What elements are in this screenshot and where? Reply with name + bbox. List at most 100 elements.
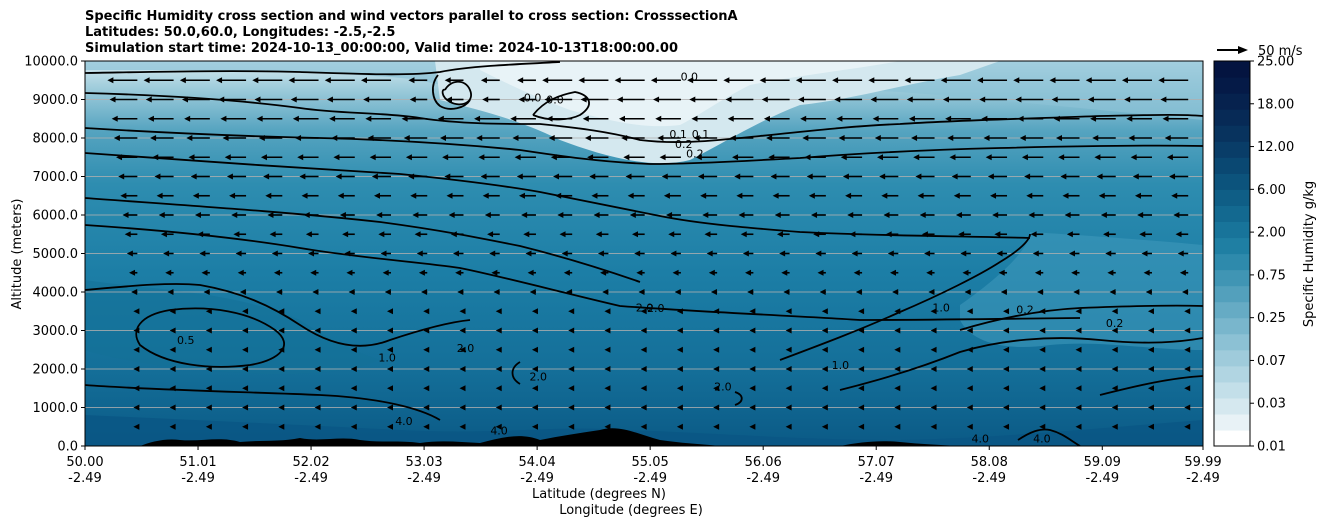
wind-arrow-head — [940, 77, 947, 84]
wind-arrow-head — [224, 154, 231, 161]
wind-arrow-head — [906, 96, 913, 103]
wind-arrow-head — [1111, 404, 1118, 411]
colorbar-tick-label: 0.03 — [1257, 397, 1286, 412]
wind-arrow-head — [256, 115, 263, 122]
wind-arrow-head — [478, 154, 485, 161]
wind-arrow-head — [278, 308, 285, 315]
wind-arrow-head — [634, 250, 641, 257]
wind-arrow-head — [568, 404, 575, 411]
x-tick-label-lat: 54.04 — [519, 455, 556, 470]
colorbar-segment — [1214, 301, 1250, 319]
wind-arrow-head — [158, 212, 165, 218]
wind-arrow-head — [278, 385, 285, 392]
wind-arrow-head — [676, 346, 683, 353]
contour-label: 1.0 — [932, 301, 950, 314]
wind-arrow-head — [629, 212, 636, 218]
wind-arrow-head — [297, 154, 304, 161]
wind-arrow-head — [267, 212, 274, 218]
wind-arrow-head — [324, 77, 331, 84]
wind-arrow-head — [410, 192, 417, 199]
wind-arrow-head — [1166, 154, 1173, 161]
wind-arrow-head — [124, 231, 131, 238]
wind-arrow-head — [314, 327, 321, 334]
wind-arrow-head — [855, 289, 862, 295]
wind-arrow-head — [713, 366, 720, 372]
wind-arrow-head — [167, 289, 174, 295]
wind-arrow-head — [713, 346, 720, 353]
wind-arrow-head — [120, 192, 127, 199]
wind-arrow-head — [640, 423, 647, 430]
wind-arrow-head — [525, 250, 532, 257]
wind-arrow-head — [314, 385, 321, 392]
wind-arrow-head — [278, 346, 285, 353]
wind-arrow-head — [559, 231, 566, 238]
wind-arrow-head — [531, 346, 538, 353]
wind-arrow-head — [1164, 135, 1171, 141]
wind-arrow-head — [1171, 192, 1178, 199]
wind-arrow-head — [1039, 366, 1046, 372]
wind-arrow-head — [904, 77, 911, 84]
wind-arrow-head — [314, 404, 321, 411]
wind-arrow-head — [638, 289, 645, 295]
wind-arrow-head — [350, 366, 357, 372]
wind-arrow-head — [169, 346, 176, 353]
wind-arrow-head — [889, 269, 896, 276]
contour-label: 0.0 — [681, 70, 699, 83]
wind-arrow-head — [915, 173, 922, 180]
wind-arrow-head — [205, 308, 212, 315]
wind-arrow-head — [331, 135, 338, 141]
wind-arrow-head — [821, 423, 828, 430]
wind-arrow-head — [1003, 346, 1010, 353]
x-tick-label-lon: -2.49 — [68, 471, 102, 486]
wind-arrow-head — [930, 308, 937, 315]
wind-arrow-head — [350, 346, 357, 353]
wind-arrow-head — [1134, 192, 1141, 199]
wind-arrow-head — [749, 366, 756, 372]
wind-vectors — [107, 77, 1191, 430]
wind-arrow-head — [1028, 212, 1035, 218]
wind-arrow-head — [708, 269, 715, 276]
wind-arrow-head — [276, 289, 283, 295]
contour-label: 4.0 — [490, 425, 508, 438]
wind-arrow-head — [242, 366, 249, 372]
wind-arrow-head — [423, 404, 430, 411]
wind-arrow-head — [312, 289, 319, 295]
wind-arrow-head — [423, 346, 430, 353]
wind-arrow-head — [416, 250, 423, 257]
wind-arrow-head — [361, 77, 368, 84]
x-tick-label-lon: -2.49 — [1186, 471, 1220, 486]
wind-arrow-head — [704, 231, 711, 238]
colorbar-segment — [1214, 349, 1250, 367]
wind-arrow-head — [1182, 289, 1189, 295]
colorbar-segment — [1214, 381, 1250, 399]
wind-arrow-head — [1032, 250, 1039, 257]
wind-arrow-head — [514, 154, 521, 161]
wind-arrow-head — [510, 115, 517, 122]
wind-arrow-head — [301, 192, 308, 199]
wind-arrow-head — [278, 327, 285, 334]
wind-arrow-head — [205, 327, 212, 334]
x-tick-label-lon: -2.49 — [633, 471, 667, 486]
wind-arrow-head — [122, 212, 129, 218]
wind-arrow-head — [442, 154, 449, 161]
wind-arrow-head — [147, 115, 154, 122]
contour-label: 0.0 — [524, 92, 542, 105]
wind-arrow-head — [290, 96, 297, 103]
colorbar-tick-label: 0.01 — [1257, 440, 1286, 455]
wind-arrow-head — [1128, 135, 1135, 141]
wind-arrow-head — [401, 115, 408, 122]
wind-arrow-head — [1111, 423, 1118, 430]
wind-arrow-head — [955, 212, 962, 218]
wind-arrow-head — [414, 231, 421, 238]
x-tick-label-lat: 52.02 — [292, 455, 329, 470]
contour-label: 2.0 — [636, 301, 654, 314]
wind-arrow-head — [858, 385, 865, 392]
wind-arrow-head — [979, 96, 986, 103]
wind-arrow-head — [445, 96, 452, 103]
wind-arrow-head — [802, 135, 809, 141]
wind-arrow-head — [523, 231, 530, 238]
wind-arrow-head — [589, 173, 596, 180]
wind-arrow-head — [580, 96, 587, 103]
wind-arrow-head — [367, 135, 374, 141]
wind-arrow-head — [1075, 404, 1082, 411]
